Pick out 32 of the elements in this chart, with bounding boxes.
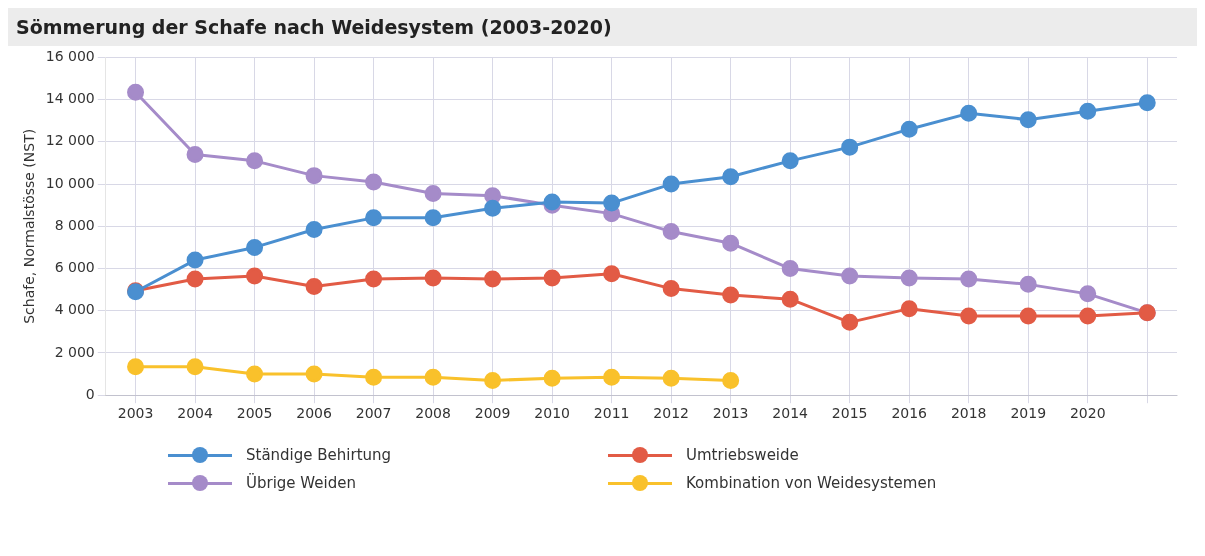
y-tick-label: 14 000: [45, 90, 95, 107]
x-tick-label: 2020: [1069, 405, 1106, 422]
x-tick-label: 2008: [415, 405, 451, 422]
x-tick-label: 2006: [296, 405, 332, 422]
x-tick-label: 2011: [593, 405, 630, 422]
x-tick-label: 2019: [1010, 405, 1047, 422]
x-tick-label: 2005: [236, 405, 273, 422]
y-tick-label: 0: [85, 385, 95, 402]
x-tick-label: 2016: [891, 405, 928, 422]
x-tick-label: 2003: [117, 405, 154, 422]
y-tick-label: 10 000: [45, 174, 95, 191]
x-tick-label: 2012: [653, 405, 689, 422]
y-tick-label: 2 000: [54, 343, 95, 360]
y-axis-title: Schafe, Normalstösse (NST): [21, 128, 38, 324]
x-tick-label: 2014: [772, 405, 809, 422]
x-tick-label: 2009: [474, 405, 511, 422]
y-tick-label: 4 000: [54, 301, 95, 318]
x-tick-label: 2007: [355, 405, 392, 422]
x-tick-label: 2010: [534, 405, 570, 422]
legend-label: Umtriebsweide: [686, 446, 799, 464]
y-tick-label: 6 000: [54, 259, 95, 276]
y-tick-label: 16 000: [45, 48, 95, 65]
x-tick-label: 2015: [831, 405, 868, 422]
chart-title: Sömmerung der Schafe nach Weidesystem (2003-2020): [8, 8, 1197, 46]
x-tick-label: 2013: [712, 405, 749, 422]
x-tick-label: 2018: [950, 405, 987, 422]
y-tick-label: 8 000: [54, 216, 95, 233]
x-tick-label: 2004: [177, 405, 213, 422]
legend-label: Kombination von Weidesystemen: [686, 474, 937, 492]
legend-label: Ständige Behirtung: [246, 446, 392, 464]
y-tick-label: 12 000: [45, 132, 95, 149]
legend-label: Übrige Weiden: [246, 474, 356, 492]
